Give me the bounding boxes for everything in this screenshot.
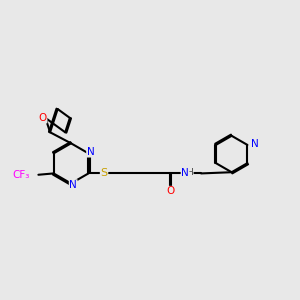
Text: N: N: [69, 180, 77, 190]
Text: H: H: [186, 168, 193, 177]
Text: N: N: [181, 168, 189, 178]
Text: N: N: [87, 147, 94, 157]
Text: N: N: [250, 140, 258, 149]
Text: S: S: [100, 168, 107, 178]
Text: O: O: [39, 113, 47, 123]
Text: O: O: [166, 186, 175, 197]
Text: CF₃: CF₃: [12, 170, 30, 180]
